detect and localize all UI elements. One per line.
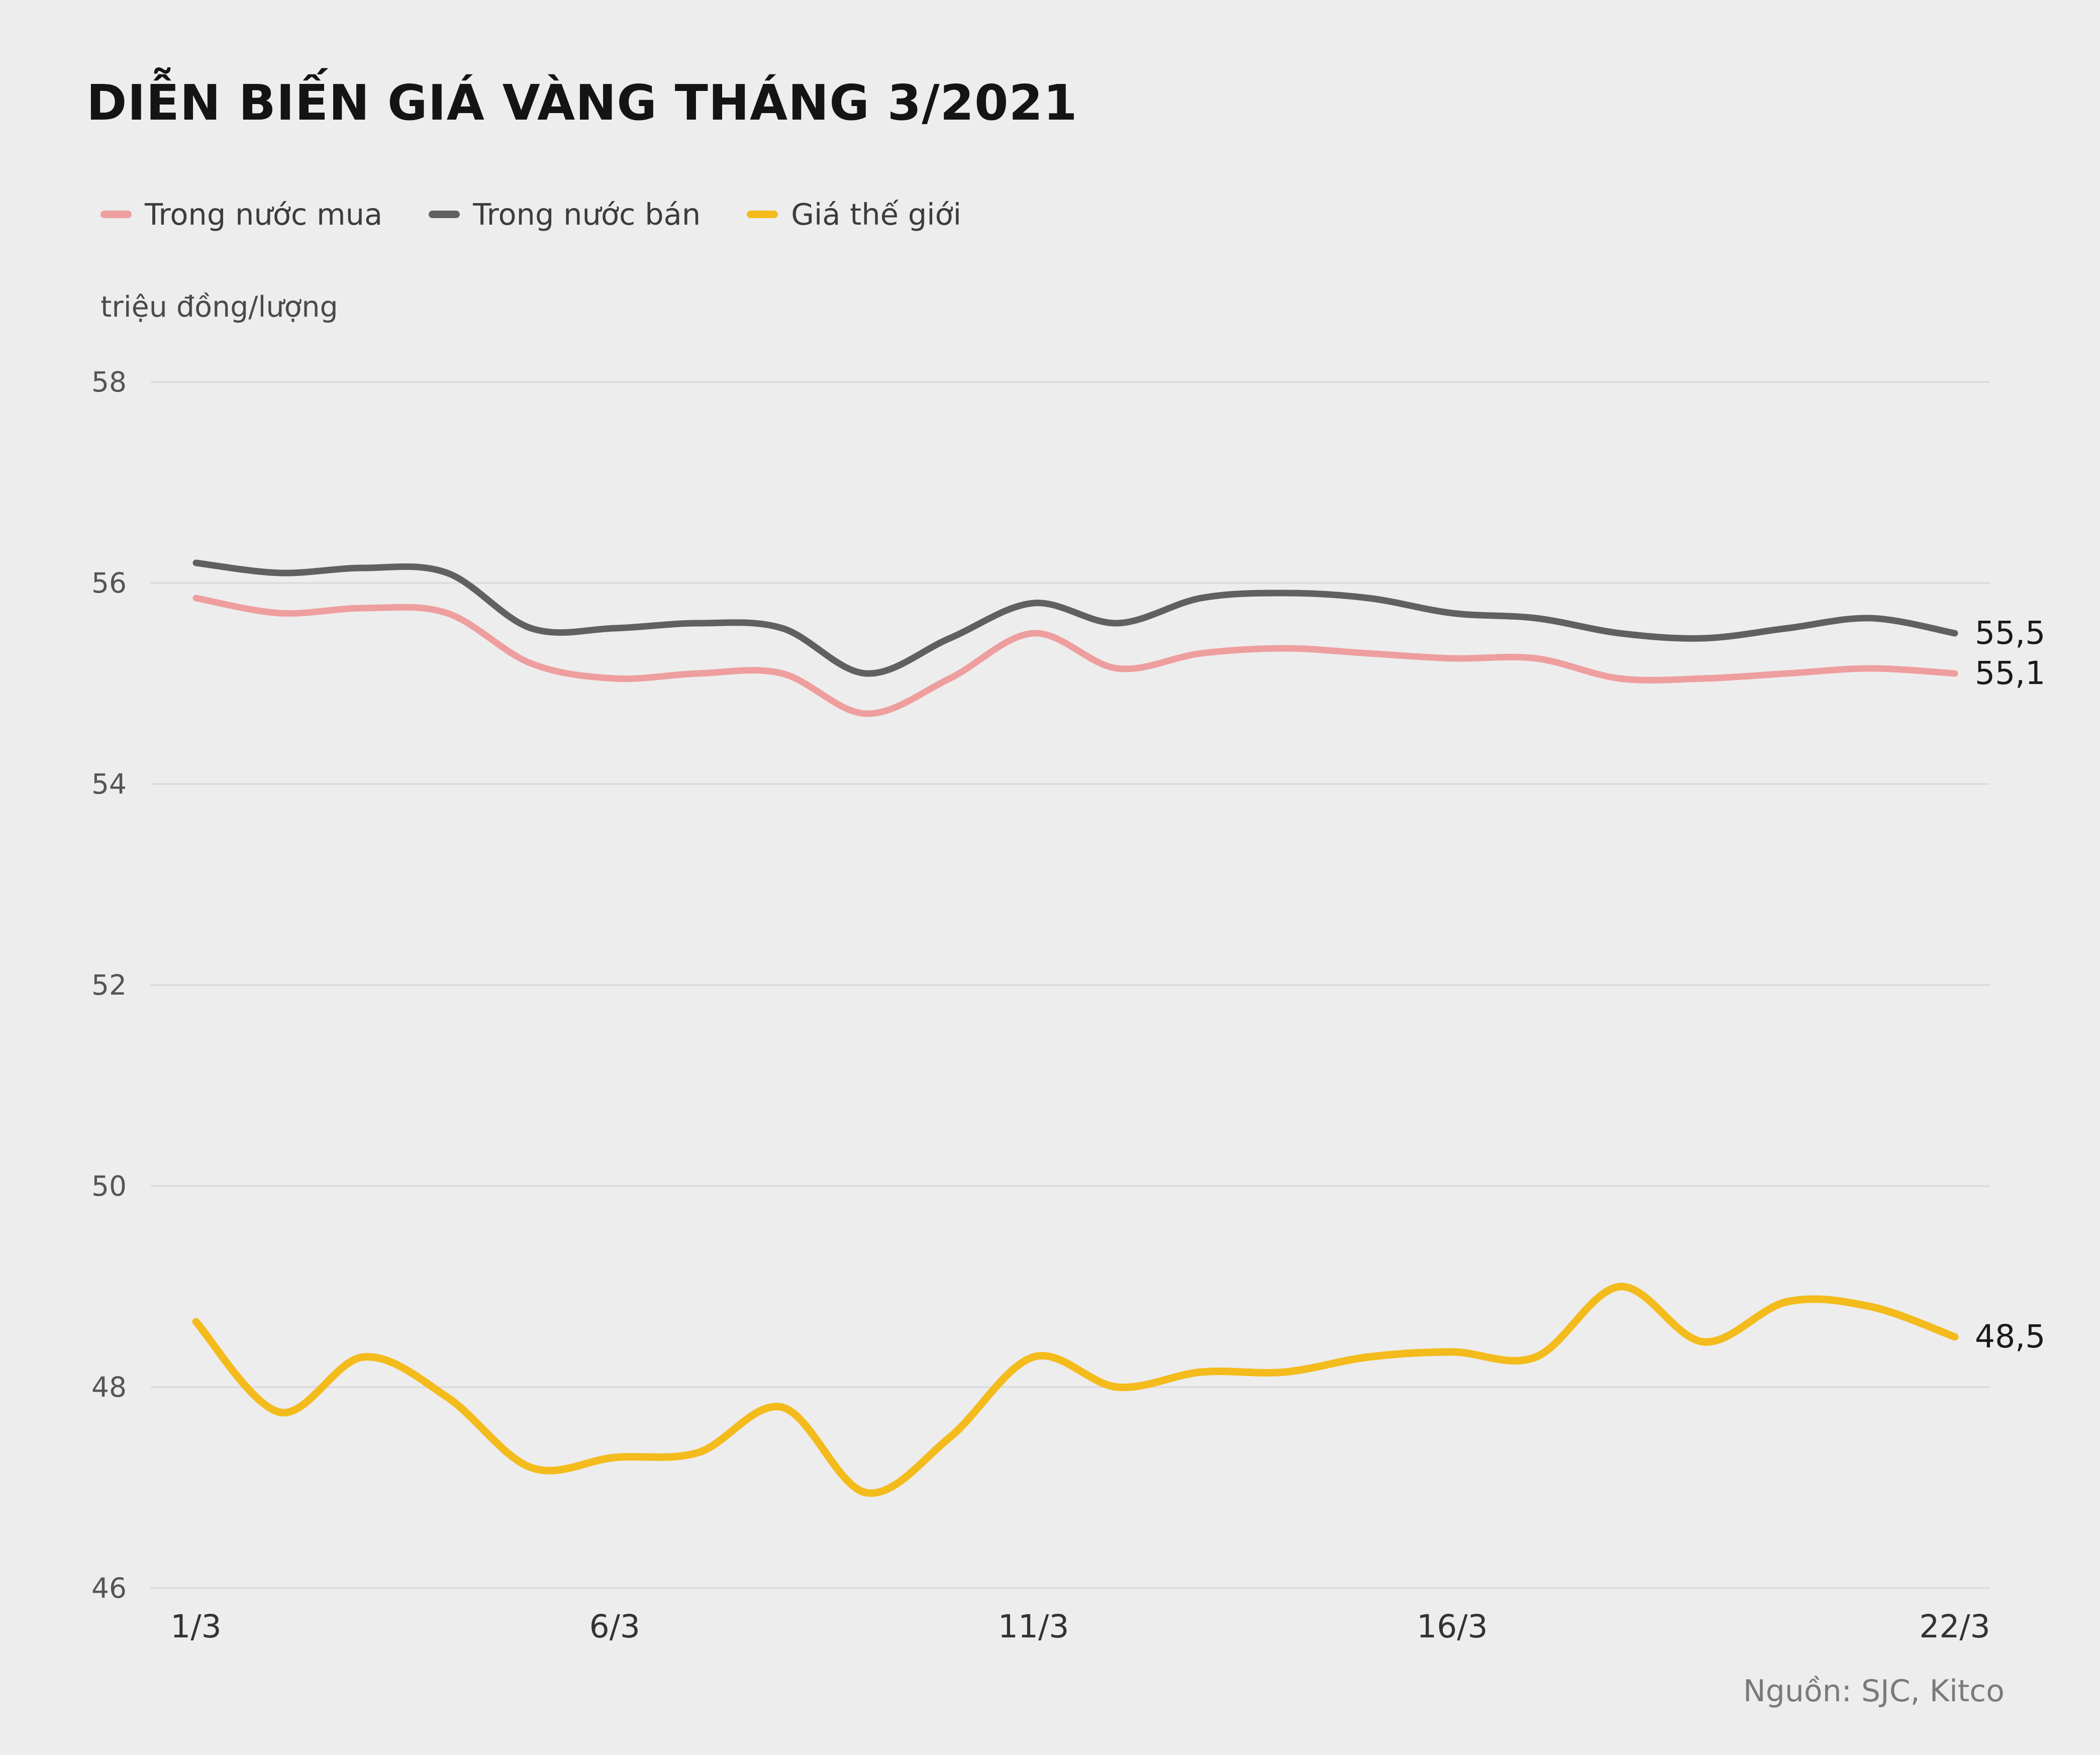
x-tick-label-16-3: 16/3 (1417, 1608, 1487, 1645)
legend-label-buy: Trong nước mua (145, 197, 383, 232)
legend-label-world: Giá thế giới (791, 197, 962, 232)
legend-swatch-buy (101, 211, 132, 218)
series-line-buy (192, 595, 1958, 717)
x-tick-label-6-3: 6/3 (589, 1608, 640, 1645)
y-tick-label-54: 54 (91, 768, 127, 800)
series-line-world (192, 1283, 1959, 1497)
legend-item-sell: Trong nước bán (429, 197, 701, 232)
y-tick-label-46: 46 (91, 1572, 127, 1604)
legend-item-buy: Trong nước mua (101, 197, 382, 232)
legend: Trong nước mua Trong nước bán Giá thế gi… (101, 197, 961, 232)
series-end-label-world: 48,5 (1975, 1318, 2045, 1355)
legend-label-sell: Trong nước bán (473, 197, 701, 232)
y-tick-label-56: 56 (91, 567, 127, 599)
x-tick-label-22-3: 22/3 (1919, 1608, 1990, 1645)
y-axis-unit-label: triệu đồng/lượng (101, 290, 338, 324)
series-end-label-buy: 55,1 (1975, 655, 2045, 692)
x-tick-label-11-3: 11/3 (998, 1608, 1069, 1645)
y-tick-label-58: 58 (91, 366, 127, 398)
series-line-sell (192, 559, 1958, 677)
legend-item-world: Giá thế giới (747, 197, 961, 232)
y-tick-label-52: 52 (91, 969, 127, 1001)
y-tick-label-50: 50 (91, 1170, 127, 1202)
legend-swatch-sell (429, 211, 460, 218)
series-end-label-sell: 55,5 (1975, 615, 2045, 651)
y-tick-label-48: 48 (91, 1371, 127, 1403)
x-tick-label-1-3: 1/3 (170, 1608, 221, 1645)
source-credit: Nguồn: SJC, Kitco (1743, 1674, 2005, 1709)
page-title: DIỄN BIẾN GIÁ VÀNG THÁNG 3/2021 (86, 74, 1078, 131)
legend-swatch-world (747, 211, 778, 218)
